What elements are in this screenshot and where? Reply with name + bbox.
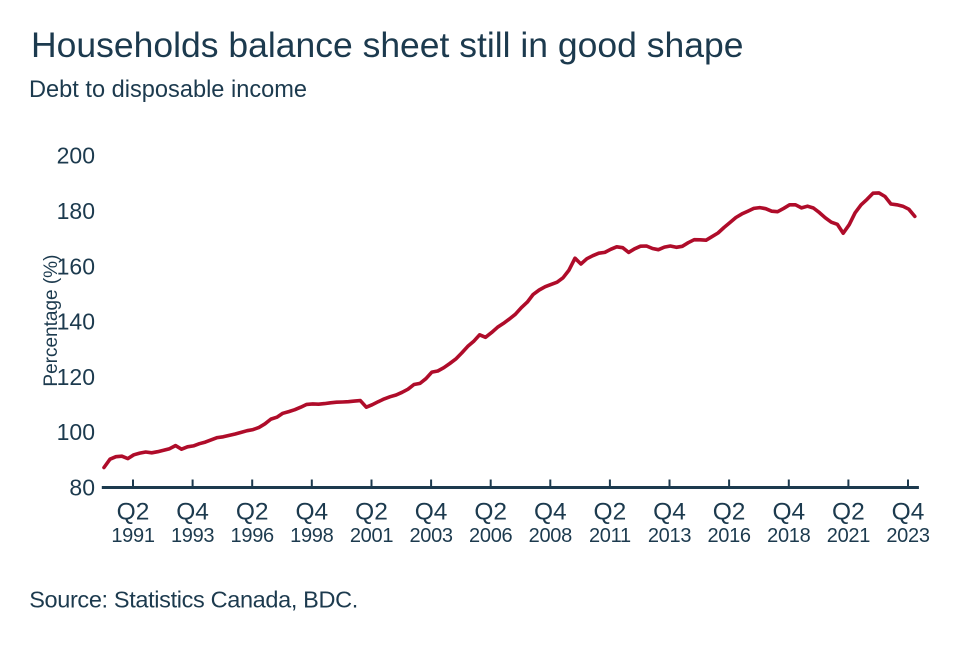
- svg-text:Debt to disposable income: Debt to disposable income: [29, 77, 307, 103]
- svg-text:Q4: Q4: [534, 498, 567, 525]
- svg-text:2001: 2001: [350, 525, 393, 547]
- svg-text:2011: 2011: [589, 525, 631, 547]
- svg-text:Households balance sheet still: Households balance sheet still in good s…: [31, 25, 743, 65]
- svg-text:180: 180: [57, 198, 95, 224]
- svg-text:200: 200: [57, 143, 95, 169]
- svg-text:Q4: Q4: [772, 498, 805, 525]
- svg-text:2013: 2013: [648, 525, 691, 547]
- svg-text:2006: 2006: [469, 525, 512, 547]
- svg-text:2016: 2016: [707, 525, 750, 547]
- svg-text:2023: 2023: [886, 525, 929, 547]
- svg-text:2003: 2003: [409, 525, 452, 547]
- svg-text:Q4: Q4: [176, 498, 209, 525]
- svg-text:1991: 1991: [111, 525, 154, 547]
- svg-text:100: 100: [57, 419, 95, 445]
- svg-text:Q2: Q2: [355, 498, 388, 525]
- svg-text:80: 80: [69, 475, 95, 501]
- svg-text:Q4: Q4: [653, 498, 686, 525]
- svg-text:2018: 2018: [767, 525, 810, 547]
- svg-text:2008: 2008: [529, 525, 572, 547]
- svg-text:Q2: Q2: [713, 498, 746, 525]
- svg-text:Q2: Q2: [594, 498, 627, 525]
- svg-text:1993: 1993: [171, 525, 214, 547]
- svg-text:Q2: Q2: [117, 498, 150, 525]
- svg-text:140: 140: [57, 309, 95, 335]
- svg-text:Q4: Q4: [415, 498, 448, 525]
- svg-text:120: 120: [57, 364, 95, 390]
- svg-text:Q4: Q4: [892, 498, 925, 525]
- svg-text:2021: 2021: [827, 525, 870, 547]
- svg-text:Q2: Q2: [474, 498, 507, 525]
- svg-text:Q2: Q2: [236, 498, 269, 525]
- svg-text:160: 160: [57, 253, 95, 279]
- svg-text:Q2: Q2: [832, 498, 865, 525]
- svg-text:1996: 1996: [231, 525, 274, 547]
- svg-text:1998: 1998: [290, 525, 333, 547]
- svg-text:Source: Statistics Canada, BDC: Source: Statistics Canada, BDC.: [29, 587, 358, 613]
- svg-text:Q4: Q4: [295, 498, 328, 525]
- svg-text:Percentage (%): Percentage (%): [41, 255, 62, 387]
